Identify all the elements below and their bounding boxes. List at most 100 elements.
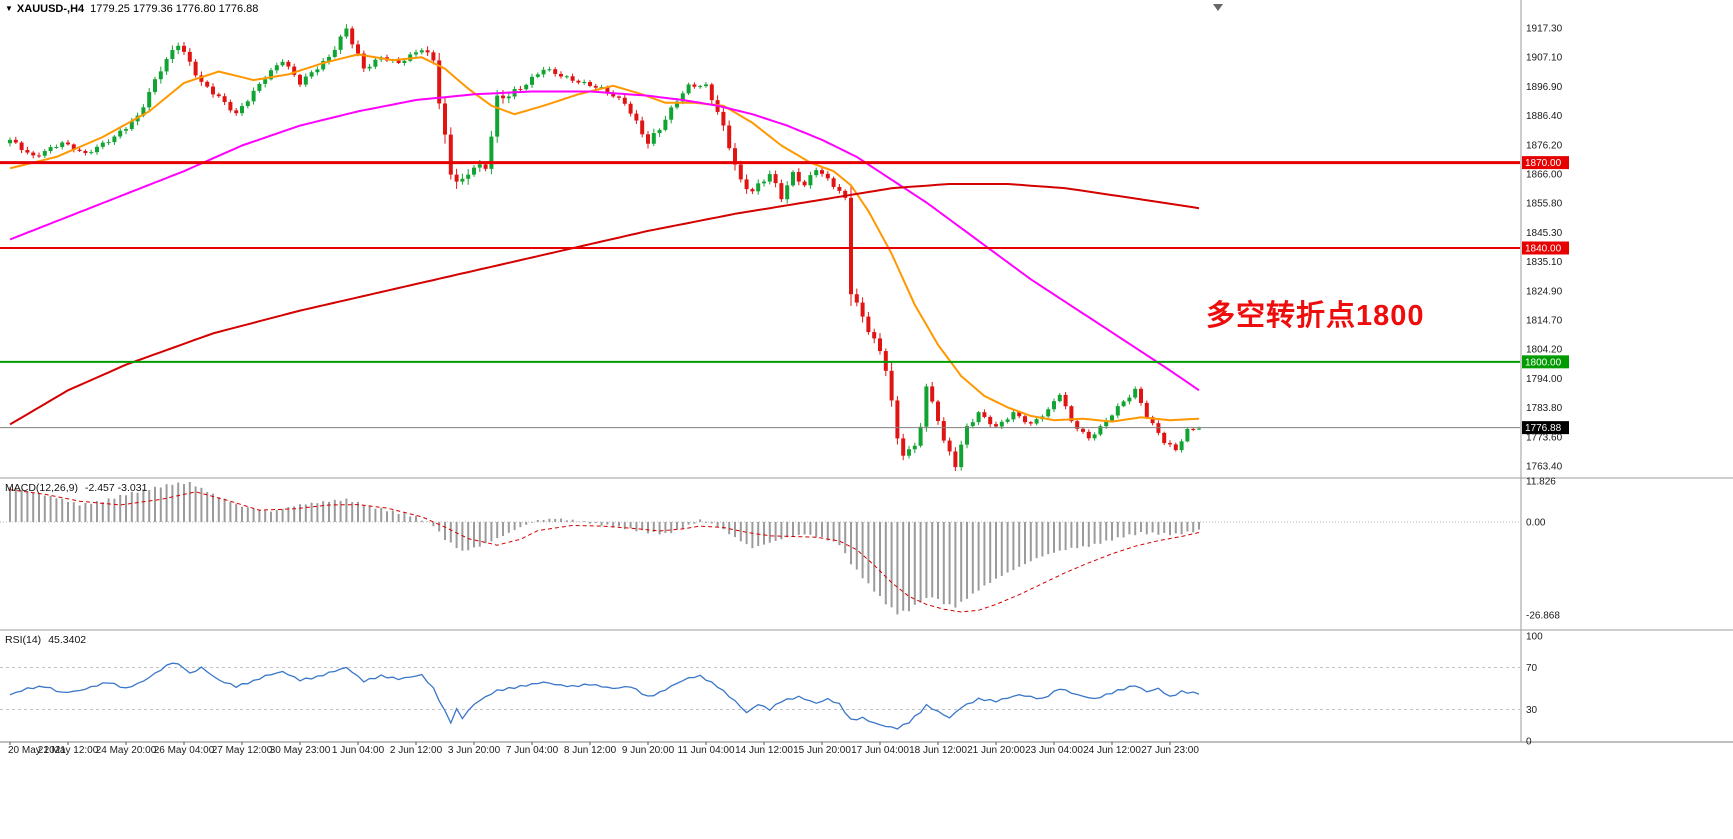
candle-body: [1121, 401, 1126, 407]
candle-body: [675, 101, 679, 108]
macd-axis-label: -26.868: [1526, 611, 1560, 622]
candle-body: [843, 190, 848, 198]
candle-body: [483, 164, 488, 169]
candle-body: [8, 139, 12, 144]
candle-body: [158, 71, 163, 80]
candle-body: [263, 79, 268, 84]
candle-body: [582, 82, 587, 84]
candle-body: [77, 149, 82, 151]
candle-body: [280, 61, 285, 66]
candle-body: [205, 81, 210, 87]
candle-body: [1173, 444, 1178, 451]
candle-body: [106, 142, 111, 144]
candle-body: [999, 421, 1004, 427]
candle-body: [367, 66, 372, 69]
candle-body: [721, 111, 726, 126]
price-axis-label: 1804.20: [1526, 345, 1563, 356]
candle-body: [912, 445, 917, 450]
rsi-line: [9, 662, 1200, 730]
candle-body: [501, 95, 505, 99]
candle-body: [651, 133, 656, 144]
price-axis-label: 1845.30: [1526, 228, 1563, 239]
time-scale[interactable]: [0, 743, 1733, 767]
candle-body: [936, 401, 940, 422]
candle-body: [1081, 428, 1085, 432]
candle-body: [895, 400, 900, 439]
candle-body: [559, 73, 563, 77]
candle-body: [338, 36, 343, 50]
time-axis-label: 11 Jun 04:00: [677, 745, 735, 756]
rsi-axis-label: 70: [1526, 663, 1538, 674]
candle-body: [982, 412, 987, 417]
candle-body: [1150, 417, 1155, 424]
candle-body: [663, 119, 668, 130]
price-badge: [1522, 241, 1569, 255]
candle-body: [344, 28, 349, 37]
price-axis-label: 1876.20: [1526, 140, 1563, 151]
macd-name: MACD(12,26,9): [5, 482, 78, 494]
time-axis-label: 27 May 12:00: [212, 745, 273, 756]
candle-body: [414, 52, 418, 55]
candle-body: [251, 90, 256, 102]
candle-body: [622, 97, 627, 104]
price-axis-label: 1886.40: [1526, 111, 1563, 122]
candle-body: [419, 50, 424, 53]
candle-body: [240, 106, 244, 114]
candle-body: [1133, 388, 1138, 398]
candle-body: [1069, 406, 1074, 422]
candle-body: [228, 102, 233, 111]
candle-body: [930, 386, 935, 402]
candle-body: [733, 148, 737, 165]
price-scale[interactable]: [1521, 0, 1733, 742]
candle-body: [1191, 428, 1196, 430]
candle-body: [889, 370, 894, 401]
candle-body: [425, 50, 430, 53]
symbol-dropdown-icon[interactable]: ▼: [5, 4, 13, 13]
time-axis-label: 21 May 12:00: [38, 745, 99, 756]
candle-body: [796, 172, 801, 182]
candle-body: [170, 50, 175, 60]
candle-body: [617, 96, 621, 98]
candle-body: [356, 44, 360, 54]
candle-body: [530, 76, 534, 85]
price-badge-label: 1800.00: [1525, 357, 1562, 368]
candle-body: [547, 69, 552, 71]
candle-body: [756, 183, 761, 192]
candle-body: [193, 61, 198, 76]
candle-body: [1110, 415, 1114, 421]
price-badge-label: 1840.00: [1525, 243, 1562, 254]
candle-body: [71, 144, 76, 150]
price-badge: [1522, 355, 1569, 369]
candle-body: [820, 170, 824, 174]
candle-body: [1005, 419, 1010, 422]
candle-body: [825, 173, 830, 179]
time-axis-label: 9 Jun 20:00: [622, 745, 675, 756]
candle-body: [785, 185, 790, 200]
rsi-axis-label: 30: [1526, 705, 1538, 716]
candle-body: [83, 150, 88, 153]
candle-body: [124, 129, 128, 131]
candle-body: [1162, 432, 1167, 444]
candle-body: [553, 69, 558, 74]
candle-body: [628, 103, 633, 114]
price-axis-label: 1917.30: [1526, 24, 1563, 35]
candle-body: [472, 167, 476, 175]
ma-line-mid: [9, 90, 1200, 392]
rsi-axis-label: 0: [1526, 737, 1532, 748]
candle-body: [274, 65, 279, 71]
candle-body: [570, 76, 575, 81]
candle-body: [454, 174, 459, 182]
candles-layer: [8, 24, 1201, 471]
candle-body: [60, 142, 65, 147]
candle-body: [611, 92, 616, 97]
price-axis-label: 1835.10: [1526, 257, 1563, 268]
candle-body: [941, 421, 946, 441]
candle-body: [953, 451, 958, 468]
time-axis-label: 20 May 2021: [8, 745, 66, 756]
price-axis-label: 1866.00: [1526, 170, 1563, 181]
time-axis-label: 24 May 20:00: [96, 745, 157, 756]
candle-body: [1017, 412, 1022, 417]
time-axis-label: 24 Jun 12:00: [1083, 745, 1141, 756]
candle-body: [878, 338, 882, 352]
